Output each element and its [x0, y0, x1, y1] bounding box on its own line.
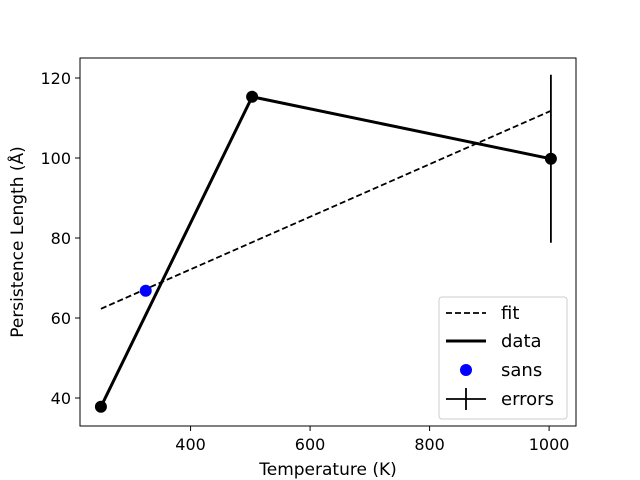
- legend-sans-handle: [460, 364, 472, 376]
- axes-layer: 400 600 800 1000 40 60 80 100 120: [40, 57, 577, 454]
- x-axis-label: Temperature (K): [258, 460, 397, 480]
- y-axis-label: Persistence Length (Å): [6, 146, 28, 338]
- legend: fit data sans errors: [438, 296, 568, 420]
- data-point: [246, 90, 259, 103]
- axes-frame: [79, 57, 577, 427]
- y-tick-label: 40: [51, 389, 71, 408]
- y-tick-label: 80: [51, 229, 71, 248]
- data-point: [94, 400, 107, 413]
- sans-point: [139, 284, 152, 297]
- series-layer: [94, 74, 557, 413]
- data-point: [544, 152, 557, 165]
- x-tick-label: 1000: [529, 435, 570, 454]
- y-tick-label: 100: [40, 149, 71, 168]
- legend-label-fit: fit: [501, 303, 519, 324]
- x-tick-label: 600: [295, 435, 326, 454]
- legend-label-data: data: [501, 331, 542, 352]
- legend-label-sans: sans: [501, 360, 542, 381]
- y-tick-label: 60: [51, 309, 71, 328]
- legend-box: [438, 296, 568, 420]
- y-tick-label: 120: [40, 69, 71, 88]
- legend-label-errors: errors: [501, 389, 554, 410]
- x-tick-label: 400: [175, 435, 206, 454]
- x-tick-label: 800: [414, 435, 445, 454]
